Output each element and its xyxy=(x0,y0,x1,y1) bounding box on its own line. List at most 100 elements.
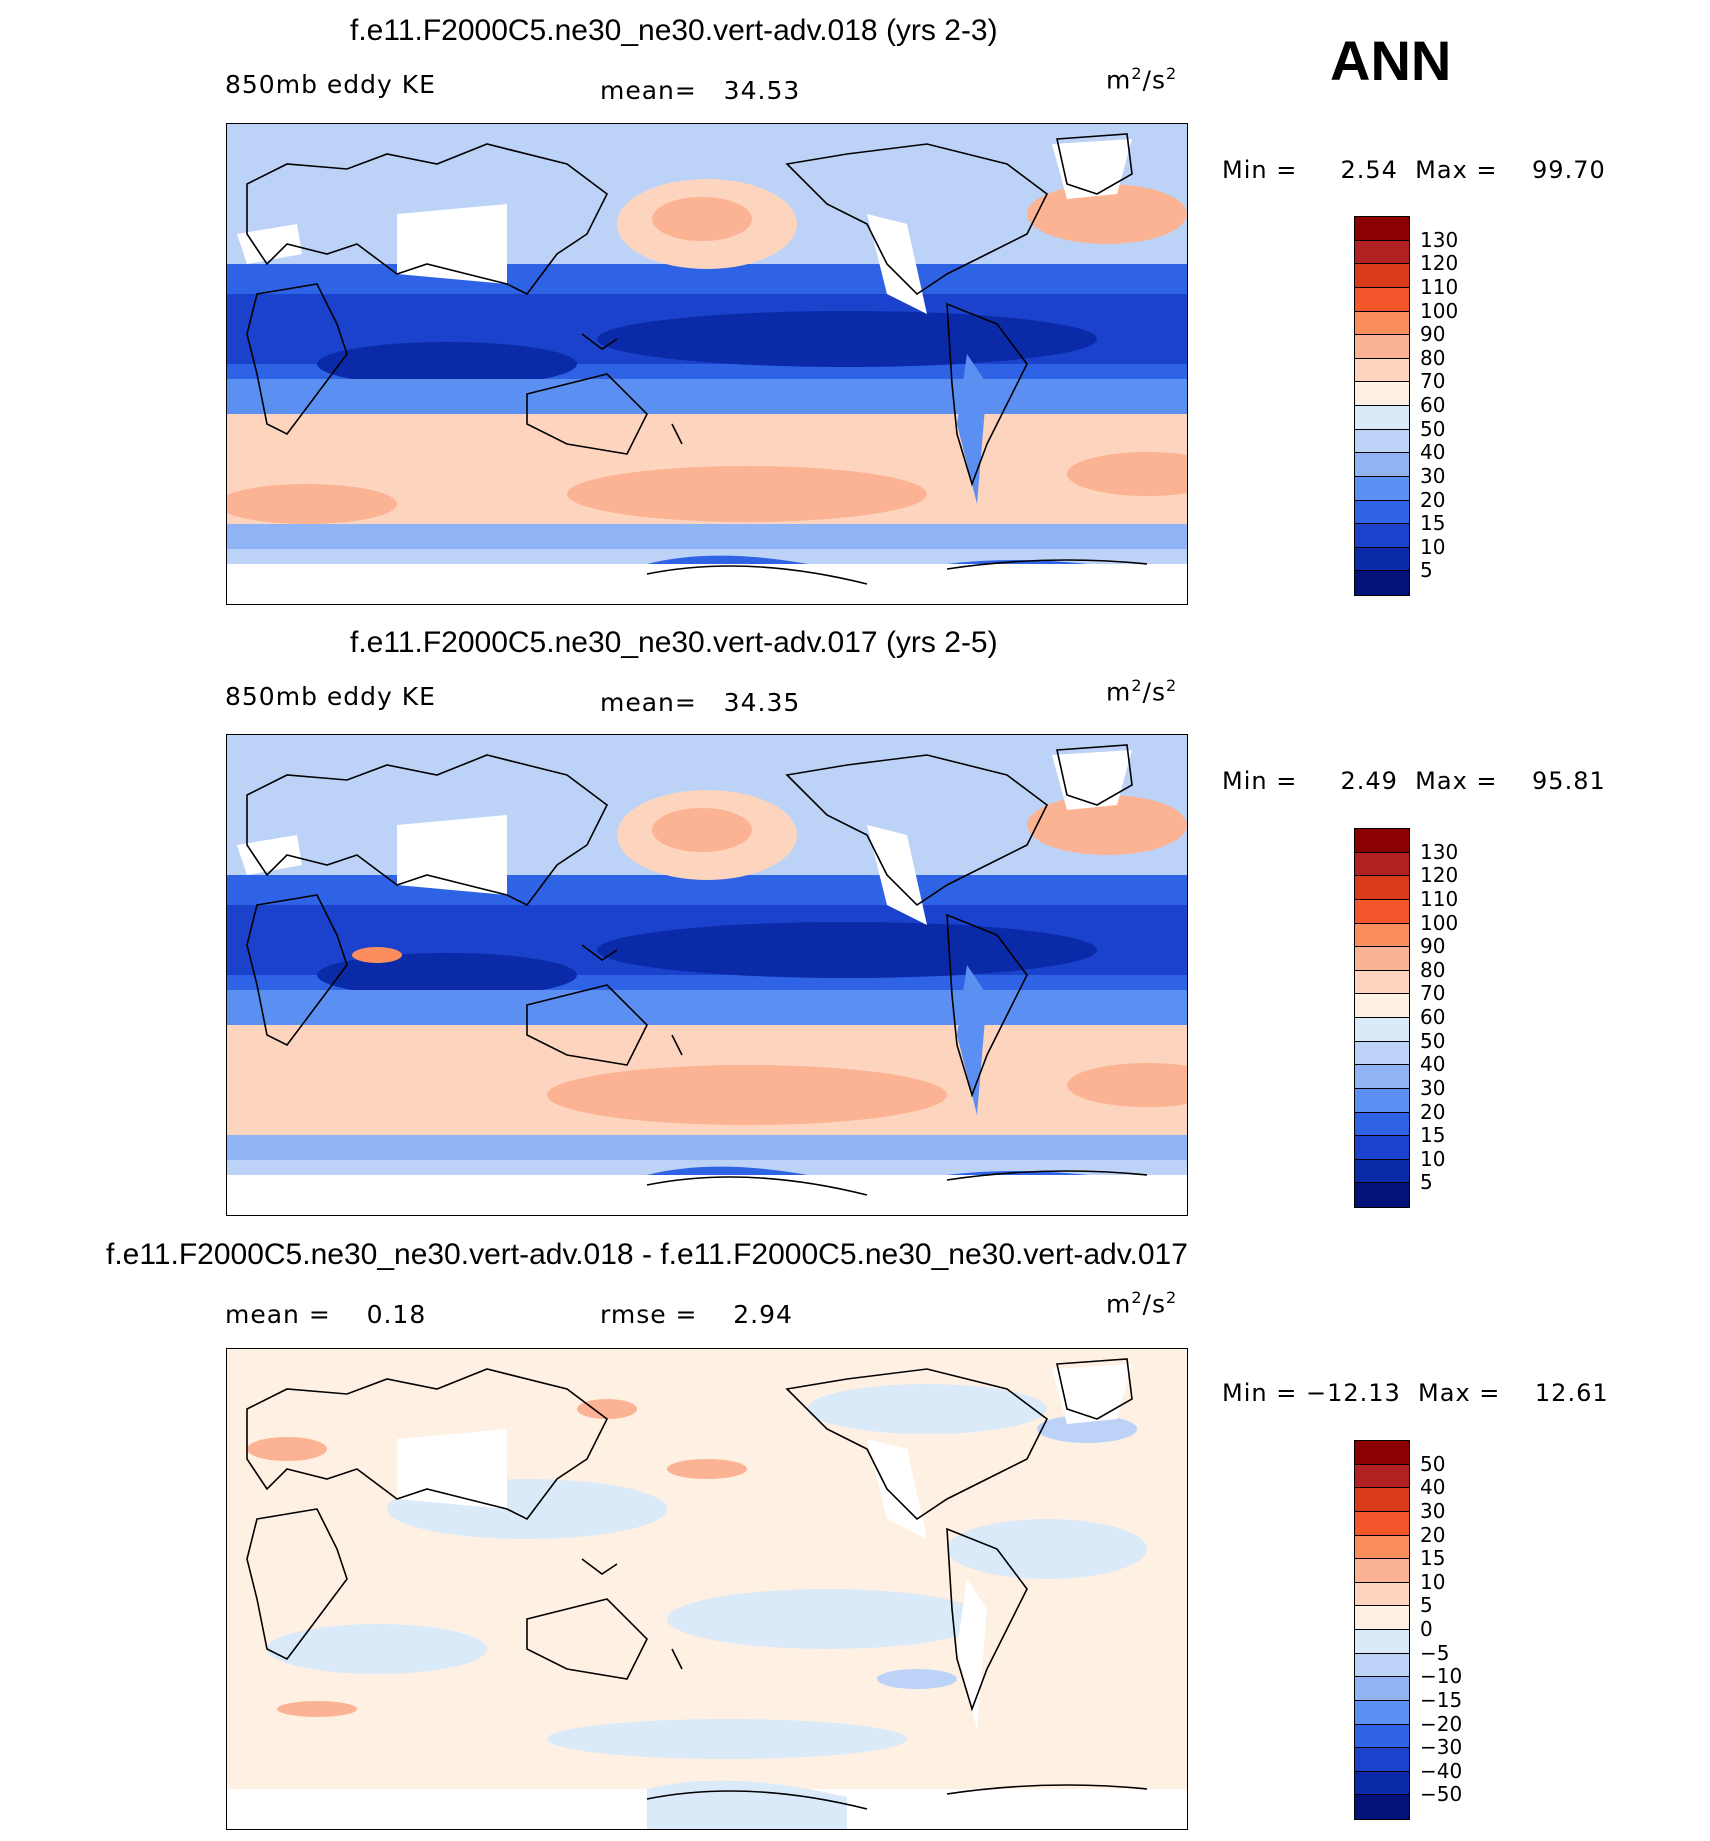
panel-3-minmax: Min = −12.13 Max = 12.61 xyxy=(1222,1379,1609,1407)
colorbar-swatch xyxy=(1355,1795,1409,1819)
panel-1-colorbar xyxy=(1354,216,1410,596)
colorbar-tick-label: 40 xyxy=(1420,440,1446,465)
colorbar-tick-label: 20 xyxy=(1420,1099,1446,1124)
colorbar-swatch xyxy=(1355,311,1409,336)
colorbar-swatch xyxy=(1355,287,1409,312)
colorbar-swatch xyxy=(1355,923,1409,948)
colorbar-swatch xyxy=(1355,1630,1409,1654)
colorbar-swatch xyxy=(1355,382,1409,406)
colorbar-swatch xyxy=(1355,876,1409,900)
colorbar-tick-label: −20 xyxy=(1420,1711,1463,1736)
panel-2-mean: mean= 34.35 xyxy=(600,688,801,717)
colorbar-tick-label: 90 xyxy=(1420,934,1446,959)
panel-1-colorbar-labels: 130 120 110 100 90 80 70 60 50 40 30 20 15 10 5 xyxy=(1420,216,1500,594)
panel-3-title: f.e11.F2000C5.ne30_ne30.vert-adv.018 - f… xyxy=(106,1238,1188,1271)
colorbar-tick-label: 110 xyxy=(1420,886,1459,911)
panel-3-colorbar-labels: 50 40 30 20 15 10 5 0 −5 −10 −15 −20 −30 −40 −50 xyxy=(1420,1440,1500,1818)
colorbar-tick-label: 100 xyxy=(1420,298,1459,323)
colorbar-swatch xyxy=(1355,571,1409,595)
colorbar-swatch xyxy=(1355,547,1409,572)
panel-1-variable: 850mb eddy KE xyxy=(225,70,436,99)
colorbar-tick-label: 50 xyxy=(1420,416,1446,441)
colorbar-swatch xyxy=(1355,240,1409,265)
colorbar-swatch xyxy=(1355,1724,1409,1749)
colorbar-tick-label: 40 xyxy=(1420,1475,1446,1500)
colorbar-swatch xyxy=(1355,1700,1409,1725)
colorbar-swatch xyxy=(1355,829,1409,853)
panel-2-minmax: Min = 2.49 Max = 95.81 xyxy=(1222,767,1606,795)
colorbar-swatch xyxy=(1355,970,1409,995)
colorbar-swatch xyxy=(1355,429,1409,454)
colorbar-swatch xyxy=(1355,899,1409,924)
colorbar-tick-label: −50 xyxy=(1420,1782,1463,1807)
colorbar-tick-label: 5 xyxy=(1420,1593,1433,1618)
panel-2-map xyxy=(226,734,1188,1216)
colorbar-tick-label: 50 xyxy=(1420,1451,1446,1476)
colorbar-swatch xyxy=(1355,406,1409,430)
colorbar-tick-label: 70 xyxy=(1420,981,1446,1006)
colorbar-tick-label: 10 xyxy=(1420,1146,1446,1171)
units-prefix: m xyxy=(1106,677,1132,707)
units-exp-1: 2 xyxy=(1131,676,1143,695)
units-mid: /s xyxy=(1142,65,1166,95)
colorbar-swatch xyxy=(1355,1488,1409,1512)
colorbar-swatch xyxy=(1355,335,1409,359)
units-prefix: m xyxy=(1106,65,1132,95)
colorbar-swatch xyxy=(1355,1041,1409,1066)
colorbar-swatch xyxy=(1355,1535,1409,1560)
panel-2-contour-field xyxy=(227,735,1187,1215)
colorbar-swatch xyxy=(1355,500,1409,525)
colorbar-tick-label: 5 xyxy=(1420,1170,1433,1195)
colorbar-tick-label: 80 xyxy=(1420,345,1446,370)
colorbar-tick-label: −40 xyxy=(1420,1758,1463,1783)
panel-2-units: m2/s2 xyxy=(1106,676,1177,706)
colorbar-swatch xyxy=(1355,1112,1409,1137)
colorbar-swatch xyxy=(1355,1159,1409,1184)
panel-3-contour-field xyxy=(227,1349,1187,1829)
colorbar-swatch xyxy=(1355,1559,1409,1583)
colorbar-tick-label: 15 xyxy=(1420,1123,1446,1148)
colorbar-tick-label: −5 xyxy=(1420,1640,1450,1665)
colorbar-tick-label: −10 xyxy=(1420,1664,1463,1689)
panel-1-contour-field xyxy=(227,124,1187,604)
panel-3-units: m2/s2 xyxy=(1106,1288,1177,1318)
colorbar-swatch xyxy=(1355,1136,1409,1160)
season-label: ANN xyxy=(1330,29,1452,92)
units-exp-2: 2 xyxy=(1166,1288,1178,1307)
colorbar-swatch xyxy=(1355,1088,1409,1113)
colorbar-tick-label: 15 xyxy=(1420,511,1446,536)
units-mid: /s xyxy=(1142,677,1166,707)
colorbar-swatch xyxy=(1355,453,1409,477)
colorbar-swatch xyxy=(1355,947,1409,971)
colorbar-swatch xyxy=(1355,358,1409,383)
colorbar-swatch xyxy=(1355,1018,1409,1042)
panel-1-units: m2/s2 xyxy=(1106,64,1177,94)
panel-3-colorbar xyxy=(1354,1440,1410,1820)
colorbar-tick-label: 110 xyxy=(1420,274,1459,299)
panel-1-title: f.e11.F2000C5.ne30_ne30.vert-adv.018 (yr… xyxy=(350,14,998,47)
colorbar-tick-label: 0 xyxy=(1420,1617,1433,1641)
colorbar-tick-label: 90 xyxy=(1420,322,1446,347)
colorbar-tick-label: 20 xyxy=(1420,1522,1446,1547)
colorbar-tick-label: 70 xyxy=(1420,369,1446,394)
units-exp-2: 2 xyxy=(1166,676,1178,695)
panel-1-mean: mean= 34.53 xyxy=(600,76,801,105)
colorbar-tick-label: 50 xyxy=(1420,1028,1446,1053)
panel-3-map xyxy=(226,1348,1188,1830)
colorbar-tick-label: 130 xyxy=(1420,839,1459,864)
colorbar-tick-label: 100 xyxy=(1420,910,1459,935)
units-prefix: m xyxy=(1106,1289,1132,1319)
panel-2-title: f.e11.F2000C5.ne30_ne30.vert-adv.017 (yr… xyxy=(350,626,998,659)
colorbar-swatch xyxy=(1355,1771,1409,1796)
units-exp-1: 2 xyxy=(1131,1288,1143,1307)
colorbar-swatch xyxy=(1355,1441,1409,1465)
colorbar-swatch xyxy=(1355,1582,1409,1607)
colorbar-swatch xyxy=(1355,852,1409,877)
colorbar-tick-label: 130 xyxy=(1420,227,1459,252)
panel-1-minmax: Min = 2.54 Max = 99.70 xyxy=(1222,156,1606,184)
colorbar-tick-label: 30 xyxy=(1420,1075,1446,1100)
colorbar-tick-label: 120 xyxy=(1420,251,1459,276)
panel-2-colorbar xyxy=(1354,828,1410,1208)
colorbar-tick-label: 40 xyxy=(1420,1052,1446,1077)
colorbar-tick-label: 80 xyxy=(1420,957,1446,982)
